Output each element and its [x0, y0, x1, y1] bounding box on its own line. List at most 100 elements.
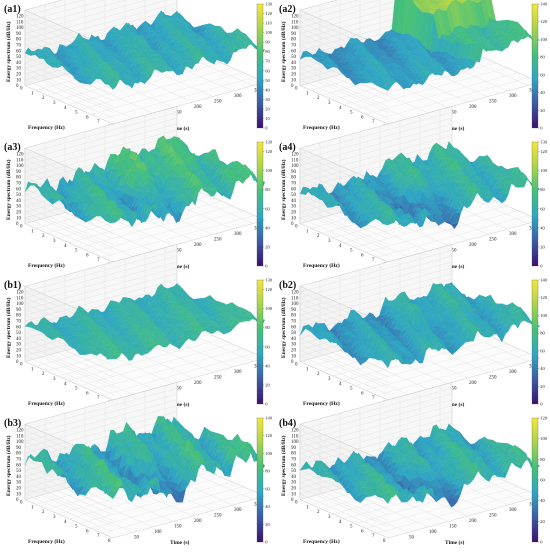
- y-gridline: [90, 72, 244, 115]
- z-tick-label: 10: [291, 78, 297, 83]
- y-gridline: [343, 62, 497, 105]
- y-gridline: [101, 215, 255, 258]
- z-tick-label: 40: [16, 61, 22, 66]
- panel-label: (a2): [279, 4, 296, 15]
- panel-a3: 5010015020025030035001234567801020304050…: [4, 106, 273, 270]
- x-axis-title: Time (s): [170, 125, 189, 132]
- z-tick-label: 0: [291, 84, 294, 89]
- z-tick-label: 100: [16, 302, 24, 307]
- y-tick-label: 1: [306, 91, 309, 96]
- colorbar-tick-label: 40: [540, 90, 545, 95]
- y-tick-label: 4: [64, 244, 67, 249]
- z-tick-label: 110: [16, 158, 24, 163]
- x-tick-label: 300: [234, 370, 242, 375]
- y-tick-label: 2: [317, 234, 320, 239]
- colorbar-tick-label: 120: [540, 149, 548, 154]
- x-tick-label: 200: [194, 105, 202, 110]
- y-tick-label: 1: [31, 367, 34, 372]
- colorbar-tick-label: 40: [265, 363, 270, 368]
- x-tick-label: 300: [509, 94, 517, 99]
- y-tick-label: 1: [306, 229, 309, 234]
- z-tick-label: 60: [16, 187, 22, 192]
- panel-a1: 5010015020025030035001234567801020304050…: [4, 0, 273, 132]
- surface-cell: [402, 0, 412, 35]
- y-tick-label: 6: [361, 253, 364, 258]
- z-tick-label: 120: [16, 15, 24, 20]
- y-tick-label: 3: [328, 239, 331, 244]
- colorbar-tick-label: 130: [265, 140, 273, 145]
- colorbar-tick-label: 130: [540, 140, 548, 145]
- z-tick-label: 80: [16, 38, 22, 43]
- z-tick-label: 90: [291, 170, 297, 175]
- z-tick-label: 30: [16, 67, 22, 72]
- z-tick-label: 20: [291, 73, 297, 78]
- x-tick-label: 250: [214, 238, 222, 243]
- y-tick-label: 4: [64, 382, 67, 387]
- z-tick-label: 30: [16, 205, 22, 210]
- colorbar-tick-label: 60: [265, 206, 270, 211]
- z-tick-label: 90: [16, 170, 22, 175]
- z-axis-title: Energy spectrum (dB/Hz): [5, 21, 12, 82]
- panel-label: (a1): [4, 4, 21, 15]
- y-tick-label: 0: [20, 225, 23, 230]
- z-tick-label: 40: [16, 337, 22, 342]
- y-tick-label: 0: [295, 87, 298, 92]
- colorbar-gradient: [256, 3, 264, 129]
- x-tick-label: 200: [469, 105, 477, 110]
- z-tick-label: 100: [291, 164, 299, 169]
- z-tick-label: 120: [16, 291, 24, 296]
- colorbar-tick-label: 110: [265, 21, 272, 26]
- z-tick-label: 50: [291, 193, 297, 198]
- z-tick-label: 60: [16, 325, 22, 330]
- panel-label: (a4): [279, 142, 296, 153]
- y-tick-label: 5: [75, 249, 78, 254]
- z-axis-title: Energy spectrum (dB/Hz): [280, 21, 287, 82]
- z-tick-label: 70: [16, 44, 22, 49]
- z-tick-label: 90: [16, 308, 22, 313]
- z-tick-label: 100: [16, 26, 24, 31]
- surface-cell: [418, 0, 423, 3]
- z-tick-label: 50: [16, 331, 22, 336]
- z-axis-title: Energy spectrum (dB/Hz): [280, 159, 287, 220]
- y-tick-label: 7: [97, 258, 100, 263]
- z-tick-label: 100: [16, 164, 24, 169]
- z-tick-label: 20: [16, 211, 22, 216]
- colorbar-tick-label: 80: [265, 49, 270, 54]
- z-tick-label: 10: [16, 78, 22, 83]
- y-tick-label: 7: [372, 258, 375, 263]
- y-gridline: [101, 77, 255, 120]
- y-tick-label: 1: [31, 91, 34, 96]
- x-tick-label: 150: [449, 111, 457, 116]
- y-tick-label: 0: [295, 225, 298, 230]
- z-tick-label: 80: [291, 38, 297, 43]
- z-tick-label: 50: [16, 55, 22, 60]
- x-tick-label: 250: [489, 238, 497, 243]
- y-gridline: [376, 215, 530, 258]
- colorbar-tick-label: 40: [540, 225, 545, 230]
- y-gridline: [90, 210, 244, 253]
- z-tick-label: 0: [291, 222, 294, 227]
- x-tick-label: 300: [234, 94, 242, 99]
- y-tick-label: 3: [53, 377, 56, 382]
- y-tick-label: 0: [20, 363, 23, 368]
- z-tick-label: 120: [291, 15, 299, 20]
- colorbar-tick-label: 100: [540, 168, 548, 173]
- y-axis-title: Frequency (Hz): [28, 262, 65, 269]
- surface-cell: [512, 38, 522, 43]
- z-tick-label: 30: [291, 205, 297, 210]
- z-tick-label: 60: [16, 49, 22, 54]
- x-tick-label: 250: [214, 376, 222, 381]
- surface-cell: [462, 0, 468, 2]
- panel-label: (b1): [4, 280, 21, 291]
- x-tick-label: 250: [489, 100, 497, 105]
- colorbar-tick-label: 80: [540, 187, 545, 192]
- z-tick-label: 70: [16, 182, 22, 187]
- z-tick-label: 0: [16, 360, 19, 365]
- colorbar-gradient: [256, 141, 264, 267]
- z-axis-title: Energy spectrum (dB/Hz): [5, 159, 12, 220]
